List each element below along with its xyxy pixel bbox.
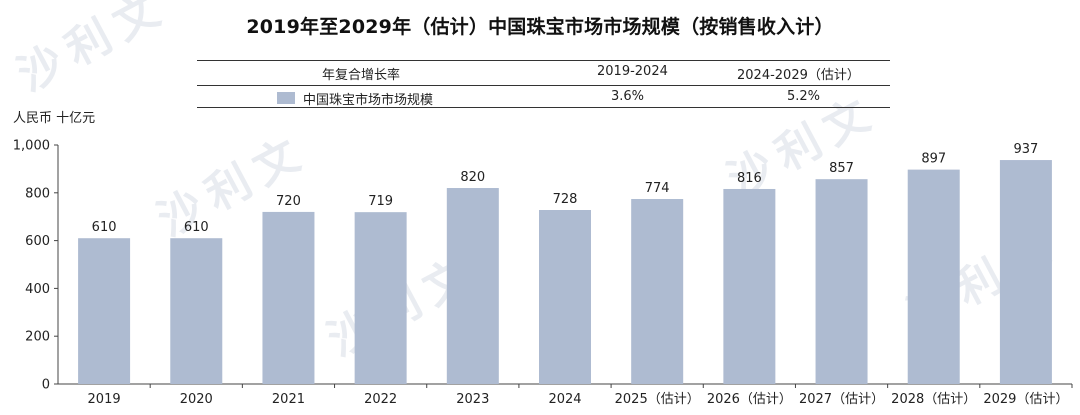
- x-tick-label: 2027（估计）: [799, 392, 884, 407]
- data-label: 774: [645, 181, 670, 196]
- cagr-value-1: 3.6%: [611, 89, 645, 104]
- data-label: 728: [553, 192, 578, 207]
- y-tick-label: 600: [25, 234, 50, 249]
- x-tick-label: 2028（估计）: [891, 392, 976, 407]
- x-tick-label: 2021: [272, 392, 305, 407]
- bar: [539, 210, 591, 384]
- data-label: 610: [184, 220, 209, 235]
- bar: [723, 188, 776, 384]
- bar: [262, 211, 315, 384]
- data-label: 820: [460, 170, 485, 185]
- y-tick-label: 400: [25, 282, 50, 297]
- cagr-value-row: 中国珠宝市场市场规模 3.6% 5.2%: [197, 86, 890, 108]
- data-label: 719: [368, 194, 393, 209]
- cagr-period-2: 2024-2029（估计）: [737, 68, 860, 83]
- x-tick-label: 2023: [456, 392, 489, 407]
- bar: [999, 160, 1052, 384]
- x-tick-label: 2019: [88, 392, 121, 407]
- chart-title: 2019年至2029年（估计）中国珠宝市场市场规模（按销售收入计）: [246, 16, 834, 38]
- cagr-header-row: 年复合增长率 2019-2024 2024-2029（估计）: [197, 61, 890, 86]
- y-tick-label: 200: [25, 330, 50, 345]
- data-label: 937: [1013, 142, 1038, 157]
- bar: [815, 179, 868, 384]
- bar: [631, 199, 684, 384]
- x-tick-label: 2025（估计）: [615, 392, 700, 407]
- bar: [170, 238, 223, 384]
- cagr-period-1: 2019-2024: [597, 64, 668, 79]
- x-tick-label: 2020: [180, 392, 213, 407]
- bar: [907, 169, 960, 384]
- bar: [446, 188, 499, 384]
- legend-label: 中国珠宝市场市场规模: [303, 93, 434, 108]
- x-tick-label: 2029（估计）: [983, 392, 1068, 407]
- x-tick-label: 2024: [548, 392, 581, 407]
- cagr-value-2: 5.2%: [787, 89, 821, 104]
- y-tick-label: 1,000: [13, 139, 50, 154]
- x-tick-label: 2026（估计）: [707, 392, 792, 407]
- data-label: 857: [829, 161, 854, 176]
- bar: [78, 238, 131, 384]
- legend-swatch: [277, 92, 295, 104]
- y-tick-label: 800: [25, 186, 50, 201]
- cagr-header-label: 年复合增长率: [322, 68, 401, 83]
- x-tick-label: 2022: [364, 392, 397, 407]
- data-label: 897: [921, 152, 946, 167]
- data-label: 816: [737, 171, 762, 186]
- bar: [354, 212, 407, 384]
- y-axis-unit-label: 人民币 十亿元: [13, 111, 96, 126]
- data-label: 610: [92, 220, 117, 235]
- y-tick-label: 0: [42, 378, 50, 393]
- cagr-table: 年复合增长率 2019-2024 2024-2029（估计） 中国珠宝市场市场规…: [197, 60, 890, 108]
- data-label: 720: [276, 194, 301, 209]
